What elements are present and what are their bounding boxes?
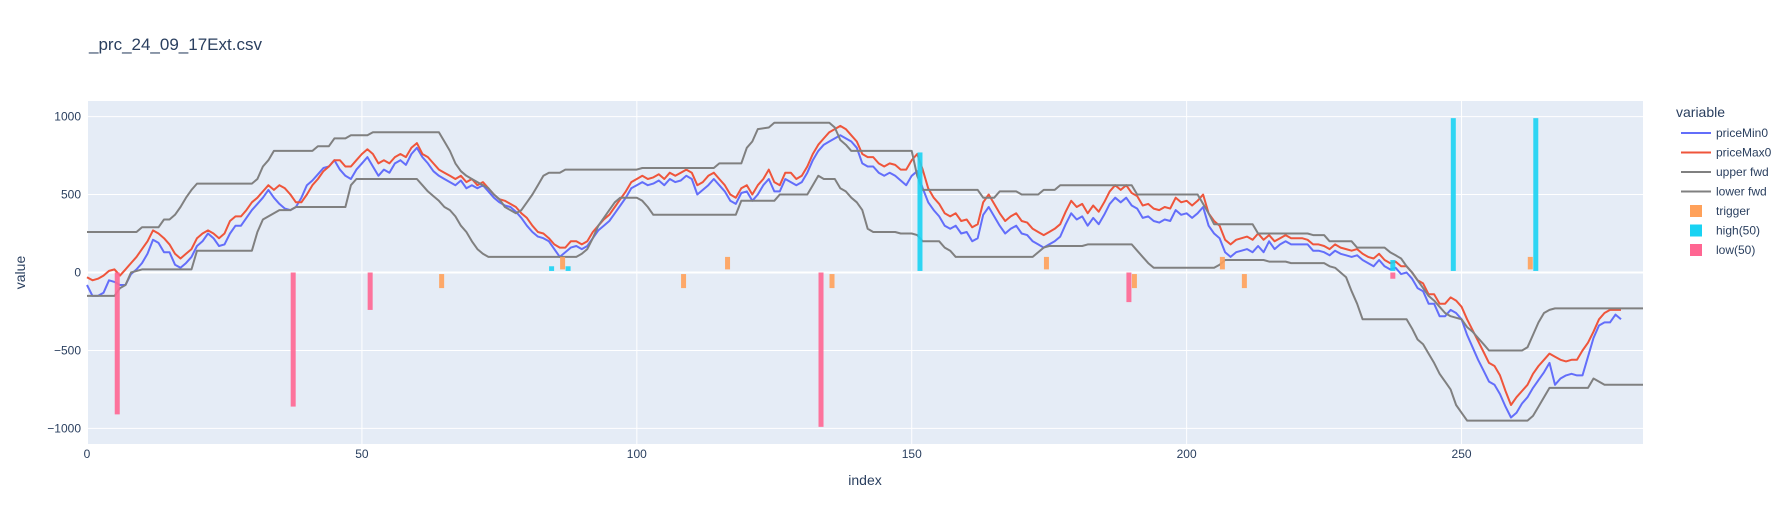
bar-low-50 [114,272,120,415]
legend-item-upper-fwd[interactable]: upper fwd [1681,165,1769,179]
bar-trigger [1241,274,1247,289]
legend-label: trigger [1716,204,1750,218]
plot-content [86,118,1643,427]
bar-low-50 [367,272,373,310]
bar-trigger [1043,256,1049,270]
legend-swatch-square [1690,205,1702,217]
bar-trigger [1219,256,1225,270]
bar-high-50 [549,266,555,271]
legend-item-low-50[interactable]: low(50) [1690,243,1755,257]
legend-swatch-square [1690,224,1702,237]
legend-label: lower fwd [1716,185,1767,199]
bar-trigger [725,256,731,270]
y-tick-label: 500 [61,188,81,202]
legend-item-pricemax0[interactable]: priceMax0 [1681,146,1772,160]
x-tick-label: 150 [902,447,922,461]
legend-item-high-50[interactable]: high(50) [1690,224,1760,238]
bar-high-50 [1450,118,1456,271]
series-line-upper-fwd [87,121,1643,352]
bar-low-50 [818,272,824,427]
chart-title: _prc_24_09_17Ext.csv [88,35,262,54]
bar-trigger [681,274,687,289]
x-tick-label: 200 [1177,447,1197,461]
bar-low-50 [290,272,296,407]
y-tick-label: 0 [74,266,81,280]
legend-label: priceMin0 [1716,126,1768,140]
bar-trigger [560,256,566,270]
bar-low-50 [1390,272,1396,279]
bar-trigger [439,274,445,289]
bar-low-50 [1126,272,1132,303]
series-line-lower-fwd [87,174,1643,422]
bar-high-50 [1390,260,1396,271]
legend-swatch-square [1690,244,1702,256]
legend-item-trigger[interactable]: trigger [1690,204,1750,218]
bar-high-50 [917,152,923,271]
x-axis-title: index [848,472,881,488]
x-tick-label: 50 [355,447,369,461]
bar-trigger [1527,256,1533,270]
y-axis-title: value [12,256,28,290]
legend-label: upper fwd [1716,165,1769,179]
legend-title: variable [1676,104,1725,120]
legend-label: low(50) [1716,243,1755,257]
y-tick-label: −500 [54,343,81,357]
x-tick-label: 0 [84,447,91,461]
series-line-pricemax0 [86,124,1621,406]
legend-label: high(50) [1716,224,1760,238]
legend-item-lower-fwd[interactable]: lower fwd [1681,185,1767,199]
grid-lines [86,101,1643,444]
bar-trigger [1131,274,1137,289]
y-tick-label: −1000 [47,421,81,435]
bar-high-50 [1533,118,1539,271]
legend[interactable]: variable priceMin0 priceMax0 upper fwd lowe… [1676,104,1772,257]
x-tick-label: 100 [627,447,647,461]
bar-high-50 [565,266,571,271]
bar-trigger [829,274,835,289]
y-tick-label: 1000 [54,110,81,124]
legend-item-pricemin0[interactable]: priceMin0 [1681,126,1768,140]
series-line-pricemin0 [86,134,1622,419]
x-tick-label: 250 [1452,447,1472,461]
legend-label: priceMax0 [1716,146,1772,160]
